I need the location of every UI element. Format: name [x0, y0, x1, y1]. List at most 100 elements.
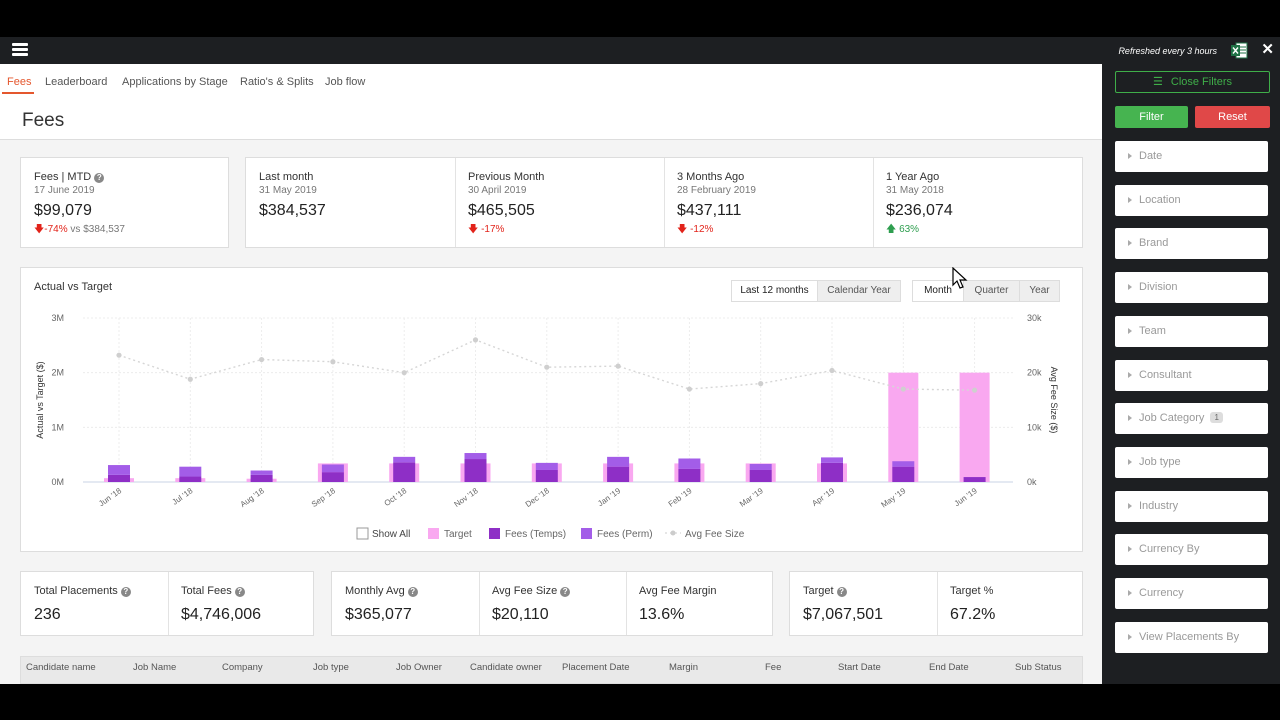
filter-job-category[interactable]: Job Category 1	[1115, 403, 1268, 435]
granularity-quarter[interactable]: Quarter	[963, 280, 1020, 302]
legend-show-all: Show All	[372, 529, 410, 540]
filter-job-type[interactable]: Job type	[1115, 446, 1268, 478]
x-tick-label: May '19	[880, 486, 908, 510]
legend-fees-temps: Fees (Temps)	[505, 529, 566, 540]
close-icon[interactable]: ✕	[1261, 41, 1274, 58]
x-tick-label: Feb '19	[667, 486, 694, 509]
filter-consultant[interactable]: Consultant	[1115, 359, 1268, 391]
excel-export-icon[interactable]	[1231, 42, 1248, 59]
col-fee[interactable]: Fee	[765, 662, 782, 673]
top-bar: Refreshed every 3 hours ✕	[0, 37, 1280, 64]
col-placement-date[interactable]: Placement Date	[562, 662, 630, 673]
range-last-12-months[interactable]: Last 12 months	[731, 280, 818, 302]
mtd-value: $99,079	[34, 202, 92, 219]
filter-brand[interactable]: Brand	[1115, 228, 1268, 260]
filter-currency-by[interactable]: Currency By	[1115, 534, 1268, 566]
range-calendar-year[interactable]: Calendar Year	[817, 280, 901, 302]
help-icon[interactable]: ?	[836, 587, 847, 597]
y2-axis-title: Avg Fee Size ($)	[1049, 367, 1059, 434]
x-tick-label: Apr '19	[810, 486, 836, 508]
x-tick-label: Aug '18	[239, 486, 267, 509]
col-job-name[interactable]: Job Name	[133, 662, 177, 673]
tab-bar: Fees Leaderboard Applications by Stage R…	[0, 64, 1102, 94]
y2-tick-label: 10k	[1027, 422, 1042, 432]
tab-job-flow[interactable]: Job flow	[325, 76, 366, 88]
avg-fee-size-point	[116, 352, 122, 358]
granularity-year[interactable]: Year	[1019, 280, 1060, 302]
fees-temps-bar	[250, 474, 273, 482]
fees-perm-bar	[108, 465, 130, 475]
filter-button[interactable]: Filter	[1115, 106, 1188, 128]
filter-label: Currency	[1139, 587, 1184, 599]
col-job-type[interactable]: Job type	[313, 662, 349, 673]
filter-date[interactable]: Date	[1115, 141, 1268, 172]
target-value: $7,067,501	[803, 606, 884, 623]
legend-avg-fee-size: Avg Fee Size	[685, 529, 745, 540]
filter-sidebar: ☰ Close Filters Filter Reset Date Location…	[1102, 64, 1280, 684]
filter-location[interactable]: Location	[1115, 184, 1268, 216]
col-candidate-name[interactable]: Candidate name	[26, 662, 96, 673]
fees-temps-bar	[607, 466, 630, 482]
help-icon[interactable]: ?	[120, 587, 131, 597]
x-tick-label: Sep '18	[310, 486, 338, 509]
legend-target-swatch	[428, 528, 439, 539]
tab-fees[interactable]: Fees	[7, 76, 32, 88]
refresh-note: Refreshed every 3 hours	[1118, 46, 1217, 56]
period-last-month: Last month 31 May 2019 $384,537	[259, 171, 326, 219]
tab-ratios-splits[interactable]: Ratio's & Splits	[240, 76, 314, 88]
caret-right-icon	[1128, 633, 1132, 640]
x-tick-label: Jan '19	[596, 486, 623, 508]
y-tick-label: 0M	[51, 477, 64, 487]
hamburger-menu-icon[interactable]	[12, 43, 28, 57]
col-start-date[interactable]: Start Date	[838, 662, 881, 673]
tab-leaderboard[interactable]: Leaderboard	[45, 76, 108, 88]
close-filters-button[interactable]: ☰ Close Filters	[1115, 71, 1270, 93]
col-sub-status[interactable]: Sub Status	[1015, 662, 1062, 673]
fees-temps-bar	[678, 468, 701, 482]
caret-right-icon	[1128, 415, 1132, 422]
filter-currency[interactable]: Currency	[1115, 578, 1268, 609]
col-end-date[interactable]: End Date	[929, 662, 969, 673]
summary-card-target: Target? $7,067,501 Target % 67.2%	[789, 571, 1083, 636]
avg-fee-size-point	[401, 370, 407, 376]
monthly-avg-value: $365,077	[345, 606, 412, 623]
help-icon[interactable]: ?	[234, 587, 245, 597]
reset-button[interactable]: Reset	[1195, 106, 1270, 128]
fees-perm-bar	[535, 462, 558, 470]
caret-right-icon	[1128, 153, 1132, 159]
fees-temps-bar	[393, 462, 416, 482]
granularity-month[interactable]: Month	[912, 280, 964, 302]
help-icon[interactable]: ?	[94, 173, 105, 183]
col-company[interactable]: Company	[222, 662, 263, 673]
page-title: Fees	[22, 110, 65, 131]
filter-industry[interactable]: Industry	[1115, 490, 1268, 522]
col-job-owner[interactable]: Job Owner	[396, 662, 442, 673]
filter-count-badge: 1	[1210, 412, 1223, 424]
filter-label: Location	[1139, 193, 1181, 206]
caret-right-icon	[1128, 590, 1132, 596]
legend-show-all-checkbox	[356, 527, 369, 540]
filter-label: View Placements By	[1139, 630, 1240, 643]
fees-temps-bar	[464, 459, 487, 482]
tab-applications-by-stage[interactable]: Applications by Stage	[122, 76, 228, 88]
filter-division[interactable]: Division	[1115, 272, 1268, 304]
fees-temps-bar	[179, 476, 202, 482]
help-icon[interactable]: ?	[407, 587, 418, 597]
fees-perm-bar	[892, 461, 915, 467]
y-tick-label: 2M	[51, 368, 64, 378]
filter-view-placements-by[interactable]: View Placements By	[1115, 621, 1268, 653]
avg-fee-size-point	[472, 337, 479, 343]
y2-tick-label: 20k	[1027, 368, 1042, 378]
col-margin[interactable]: Margin	[669, 662, 699, 673]
help-icon[interactable]: ?	[560, 587, 571, 597]
filter-team[interactable]: Team	[1115, 315, 1268, 347]
mtd-card: Fees | MTD? 17 June 2019 $99,079 🡇-74% v…	[20, 157, 229, 248]
fees-temps-bar	[749, 469, 772, 482]
fees-perm-bar	[678, 458, 701, 469]
title-bar: Fees	[0, 94, 1102, 140]
avg-fee-size-point	[330, 359, 336, 365]
mtd-date: 17 June 2019	[34, 185, 95, 196]
total-placements-value: 236	[34, 606, 61, 623]
summary-card-averages: Monthly Avg? $365,077 Avg Fee Size? $20,…	[331, 571, 773, 636]
col-candidate-owner[interactable]: Candidate owner	[470, 662, 542, 673]
